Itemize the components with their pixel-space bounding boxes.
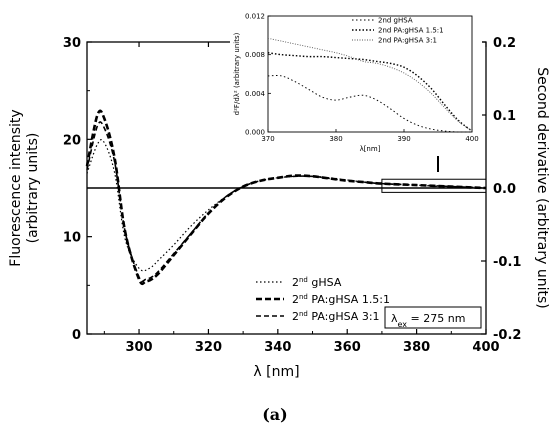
legend-post: PA:gHSA 1.5:1 <box>308 293 390 306</box>
excitation-label: λex = 275 nm <box>391 312 465 329</box>
y-tick-label: 20 <box>63 133 81 148</box>
y-axis-title-line: (arbitrary units) <box>25 133 41 244</box>
inset-x-tick-label: 380 <box>329 135 342 143</box>
inset-x-tick-label: 370 <box>261 135 274 143</box>
inset-y-tick-label: 0.008 <box>245 51 265 59</box>
legend-sup: nd <box>299 293 308 301</box>
excitation-value: = 275 nm <box>407 312 465 325</box>
y-axis-title: Fluorescence intensity(arbitrary units) <box>8 109 41 266</box>
y-tick-label: 30 <box>63 36 81 51</box>
zoom-box <box>381 178 487 193</box>
inset-series-line-1 <box>267 75 473 133</box>
y2-tick-label: -0.2 <box>493 328 521 343</box>
x-tick-label: 360 <box>334 340 361 355</box>
legend-post: gHSA <box>308 276 342 289</box>
panel-label: (a) <box>262 405 288 424</box>
inset-y-title: d²F/dλ² (arbitrary units) <box>233 32 241 115</box>
legend-pre: 2 <box>292 293 299 306</box>
inset-frame <box>267 15 473 133</box>
x-tick-label: 380 <box>403 340 430 355</box>
legend-post: PA:gHSA 3:1 <box>308 310 380 323</box>
inset-series-line-2 <box>267 52 473 132</box>
legend-label-1: 2nd gHSA <box>292 276 342 289</box>
inset-legend-label-2: 2nd PA:gHSA 1.5:1 <box>378 27 444 35</box>
x-tick-label: 340 <box>264 340 291 355</box>
inset-x-tick-label: 390 <box>397 135 410 143</box>
legend-sup: nd <box>299 276 308 284</box>
x-tick-label: 400 <box>472 340 499 355</box>
legend-label-3: 2nd PA:gHSA 3:1 <box>292 310 380 323</box>
inset-y-tick-label: 0.000 <box>245 129 265 137</box>
y-axis-title-line: Fluorescence intensity <box>8 109 24 266</box>
y2-tick-label: 0.2 <box>493 36 516 51</box>
x-tick-label: 320 <box>195 340 222 355</box>
series-line-1 <box>86 139 487 272</box>
legend-pre: 2 <box>292 310 299 323</box>
inset-legend-label-1: 2nd gHSA <box>378 17 413 25</box>
y-tick-label: 10 <box>63 231 81 246</box>
y2-tick-label: 0.1 <box>493 109 516 124</box>
inset-x-title: λ[nm] <box>360 145 381 153</box>
excitation-sub: ex <box>398 320 408 329</box>
series-line-3 <box>86 121 487 283</box>
y-tick-label: 0 <box>72 328 81 343</box>
y2-axis-title: Second derivative (arbitrary units) <box>534 67 550 308</box>
inset-y-tick-label: 0.012 <box>245 13 265 21</box>
legend-pre: 2 <box>292 276 299 289</box>
excitation-box <box>384 306 482 329</box>
inset-legend-label-3: 2nd PA:gHSA 3:1 <box>378 37 437 45</box>
legend-label-2: 2nd PA:gHSA 1.5:1 <box>292 293 390 306</box>
x-tick-label: 300 <box>125 340 152 355</box>
y2-tick-label: 0.0 <box>493 182 516 197</box>
inset-y-tick-label: 0.004 <box>245 90 266 98</box>
x-axis-title: λ [nm] <box>253 364 299 380</box>
excitation-symbol: λ <box>391 312 398 325</box>
y2-tick-label: -0.1 <box>493 255 521 270</box>
legend-sup: nd <box>299 310 308 318</box>
inset-x-tick-label: 400 <box>465 135 478 143</box>
